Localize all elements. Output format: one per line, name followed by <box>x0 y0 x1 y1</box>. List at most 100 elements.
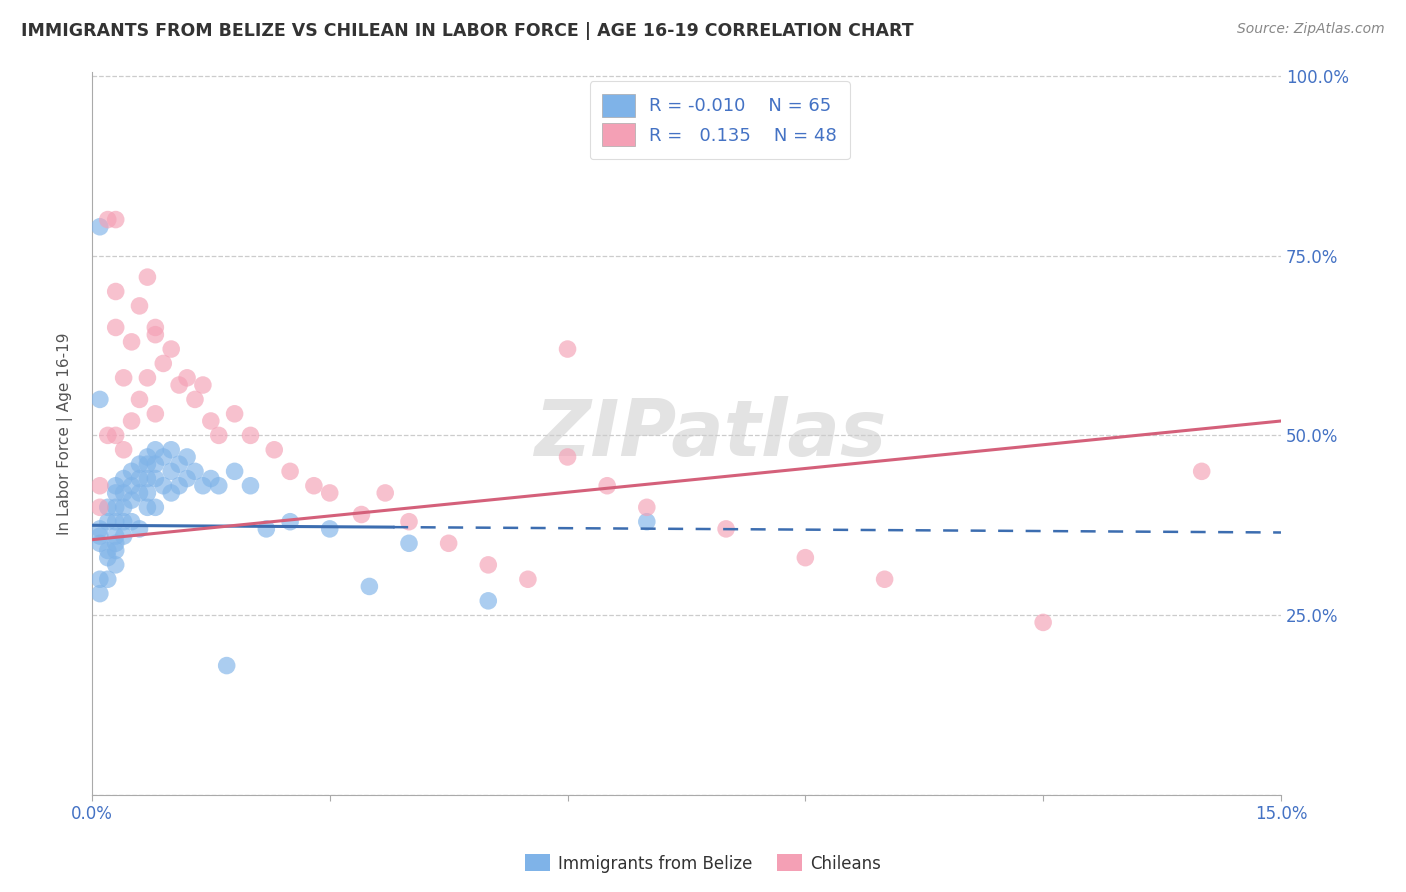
Point <box>112 371 135 385</box>
Point <box>398 536 420 550</box>
Point <box>200 414 222 428</box>
Text: IMMIGRANTS FROM BELIZE VS CHILEAN IN LABOR FORCE | AGE 16-19 CORRELATION CHART: IMMIGRANTS FROM BELIZE VS CHILEAN IN LAB… <box>21 22 914 40</box>
Point <box>191 378 214 392</box>
Point <box>121 493 143 508</box>
Point <box>263 442 285 457</box>
Point <box>350 508 373 522</box>
Point <box>167 479 190 493</box>
Point <box>239 428 262 442</box>
Point <box>112 471 135 485</box>
Point <box>319 522 342 536</box>
Point <box>112 442 135 457</box>
Point <box>794 550 817 565</box>
Point <box>104 320 127 334</box>
Point <box>89 572 111 586</box>
Point <box>104 536 127 550</box>
Point <box>636 515 658 529</box>
Point <box>128 299 150 313</box>
Point <box>167 457 190 471</box>
Point <box>359 579 381 593</box>
Point <box>97 428 120 442</box>
Point <box>89 587 111 601</box>
Point <box>89 392 111 407</box>
Point <box>398 515 420 529</box>
Point <box>121 464 143 478</box>
Point <box>112 500 135 515</box>
Point <box>557 342 579 356</box>
Point <box>176 471 198 485</box>
Point <box>215 658 238 673</box>
Point <box>191 479 214 493</box>
Point <box>239 479 262 493</box>
Point <box>97 212 120 227</box>
Point <box>184 392 207 407</box>
Point <box>200 471 222 485</box>
Point <box>160 464 183 478</box>
Point <box>121 479 143 493</box>
Point <box>278 464 301 478</box>
Point <box>302 479 325 493</box>
Point <box>319 486 342 500</box>
Point <box>97 543 120 558</box>
Point <box>160 486 183 500</box>
Point <box>477 594 499 608</box>
Point <box>128 522 150 536</box>
Point <box>128 486 150 500</box>
Point <box>121 414 143 428</box>
Point <box>176 450 198 464</box>
Point <box>1191 464 1213 478</box>
Point <box>112 529 135 543</box>
Point <box>437 536 460 550</box>
Point <box>143 500 166 515</box>
Point <box>143 471 166 485</box>
Point <box>136 500 159 515</box>
Point <box>128 392 150 407</box>
Point <box>208 479 231 493</box>
Point <box>104 285 127 299</box>
Point <box>112 486 135 500</box>
Point <box>152 356 174 370</box>
Point <box>143 320 166 334</box>
Point <box>477 558 499 572</box>
Point <box>143 327 166 342</box>
Point <box>208 428 231 442</box>
Point <box>167 378 190 392</box>
Point <box>152 450 174 464</box>
Point <box>104 515 127 529</box>
Point <box>1032 615 1054 630</box>
Point <box>224 464 246 478</box>
Point <box>97 572 120 586</box>
Point <box>121 515 143 529</box>
Point <box>136 270 159 285</box>
Point <box>104 529 127 543</box>
Legend: Immigrants from Belize, Chileans: Immigrants from Belize, Chileans <box>517 847 889 880</box>
Point <box>873 572 896 586</box>
Point <box>136 450 159 464</box>
Point <box>89 500 111 515</box>
Point <box>104 543 127 558</box>
Point <box>104 558 127 572</box>
Point <box>278 515 301 529</box>
Point <box>128 471 150 485</box>
Point <box>160 342 183 356</box>
Point <box>104 486 127 500</box>
Text: ZIPatlas: ZIPatlas <box>534 395 886 472</box>
Point <box>112 515 135 529</box>
Point <box>136 457 159 471</box>
Text: Source: ZipAtlas.com: Source: ZipAtlas.com <box>1237 22 1385 37</box>
Point <box>374 486 396 500</box>
Point <box>136 371 159 385</box>
Point <box>104 500 127 515</box>
Point <box>89 536 111 550</box>
Point <box>121 334 143 349</box>
Y-axis label: In Labor Force | Age 16-19: In Labor Force | Age 16-19 <box>58 333 73 535</box>
Point <box>97 550 120 565</box>
Point <box>97 515 120 529</box>
Point <box>89 479 111 493</box>
Point <box>136 471 159 485</box>
Point <box>557 450 579 464</box>
Point <box>516 572 538 586</box>
Point <box>176 371 198 385</box>
Point <box>128 457 150 471</box>
Point <box>104 479 127 493</box>
